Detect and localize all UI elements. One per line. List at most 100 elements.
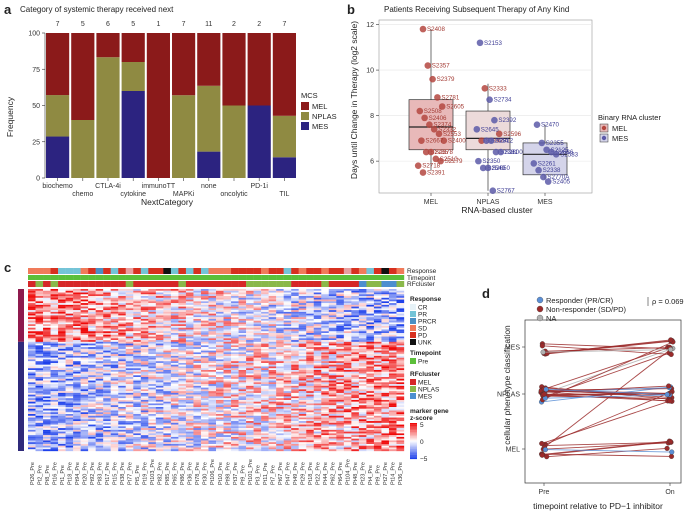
heatmap-cell [388,380,397,383]
heatmap-cell [178,347,187,350]
heatmap-cell [343,403,352,406]
heatmap-cell [43,336,51,339]
heatmap-cell [103,294,111,297]
heatmap-cell [313,334,322,337]
track-timepoint-cell [358,275,367,280]
heatmap-cell [50,387,59,390]
heatmap-cell [298,431,307,434]
heatmap-cell [216,345,224,348]
heatmap-cell [268,368,277,371]
heatmap-cell [155,403,164,406]
heatmap-cell [200,311,209,314]
heatmap-cell [291,415,299,418]
heatmap-cell [306,289,314,291]
heatmap-cell [283,431,292,434]
heatmap-cell [373,331,382,334]
heatmap-cell [231,431,239,434]
heatmap-cell [80,313,89,316]
sample-label: Pt101_Pre [248,459,254,485]
heatmap-cell [373,419,382,422]
sample-label: Pt85_Pre [165,462,171,485]
heatmap-cell [155,435,164,438]
heatmap-cell [73,391,81,394]
heatmap-cell [381,364,390,367]
point [484,164,492,172]
heatmap-cell [313,338,322,341]
heatmap-cell [140,294,149,297]
heatmap-cell [140,308,149,311]
heatmap-cell [28,433,36,436]
heatmap-cell [170,442,179,445]
heatmap-cell [238,405,247,408]
heatmap-cell [366,355,375,358]
panel-b-title: Patients Receiving Subsequent Therapy of… [384,5,569,14]
point-label: S2800 [505,149,523,156]
heatmap-cell [223,333,232,335]
heatmap-cell [28,391,36,394]
heatmap-cell [223,292,232,295]
heatmap-cell [343,336,352,339]
heatmap-cell [43,361,51,364]
heatmap-cell [276,394,284,397]
heatmap-cell [28,359,36,362]
heatmap-cell [253,401,262,404]
heatmap-cell [103,445,111,448]
track-response-cell [388,268,397,274]
heatmap-cell [328,306,337,309]
heatmap-cell [321,438,329,441]
heatmap-cell [216,442,224,445]
heatmap-cell [80,445,89,448]
heatmap-cell [103,311,111,314]
heatmap-cell [73,350,81,353]
heatmap-cell [80,290,89,293]
heatmap-cell [148,301,156,304]
heatmap-cell [313,340,322,342]
point [427,148,435,156]
heatmap-cell [58,384,66,386]
heatmap-cell [313,352,322,355]
heatmap-cell [306,341,314,344]
heatmap-cell [306,373,314,376]
heatmap-cell [88,370,96,372]
heatmap-cell [343,357,352,360]
heatmap-cell [133,449,141,452]
heatmap-cell [358,389,367,392]
heatmap-cell [50,394,59,397]
heatmap-cell [321,292,329,295]
heatmap-cell [58,347,66,350]
heatmap-cell [118,364,126,367]
heatmap-cell [396,301,405,304]
track-timepoint-cell [110,275,119,280]
heatmap-cell [185,325,194,328]
point-label: S2508 [424,108,442,115]
heatmap-cell [343,301,352,304]
heatmap-cell [163,306,172,309]
heatmap-cell [110,304,119,307]
heatmap-cell [381,421,390,423]
heatmap-cell [43,382,51,385]
heatmap-cell [163,345,172,348]
heatmap-cell [216,310,224,313]
heatmap-cell [110,299,119,302]
heatmap-cell [118,431,126,434]
point-label: S2686 [555,149,573,156]
heatmap-cell [381,290,390,293]
heatmap-cell [388,292,397,295]
heatmap-cell [373,366,382,369]
heatmap-cell [193,370,202,372]
heatmap-cell [163,317,172,320]
heatmap-cell [148,415,156,418]
point [476,39,484,47]
heatmap-cell [73,310,81,313]
heatmap-cell [291,385,299,388]
heatmap-cell [231,317,239,320]
heatmap-cell [388,359,397,362]
heatmap-cell [373,414,382,416]
heatmap-cell [298,417,307,420]
heatmap-cell [238,299,247,302]
heatmap-cell [208,310,217,313]
heatmap-cell [276,310,284,313]
heatmap-cell [321,389,329,392]
heatmap-cell [200,306,209,309]
heatmap-cell [381,340,390,342]
